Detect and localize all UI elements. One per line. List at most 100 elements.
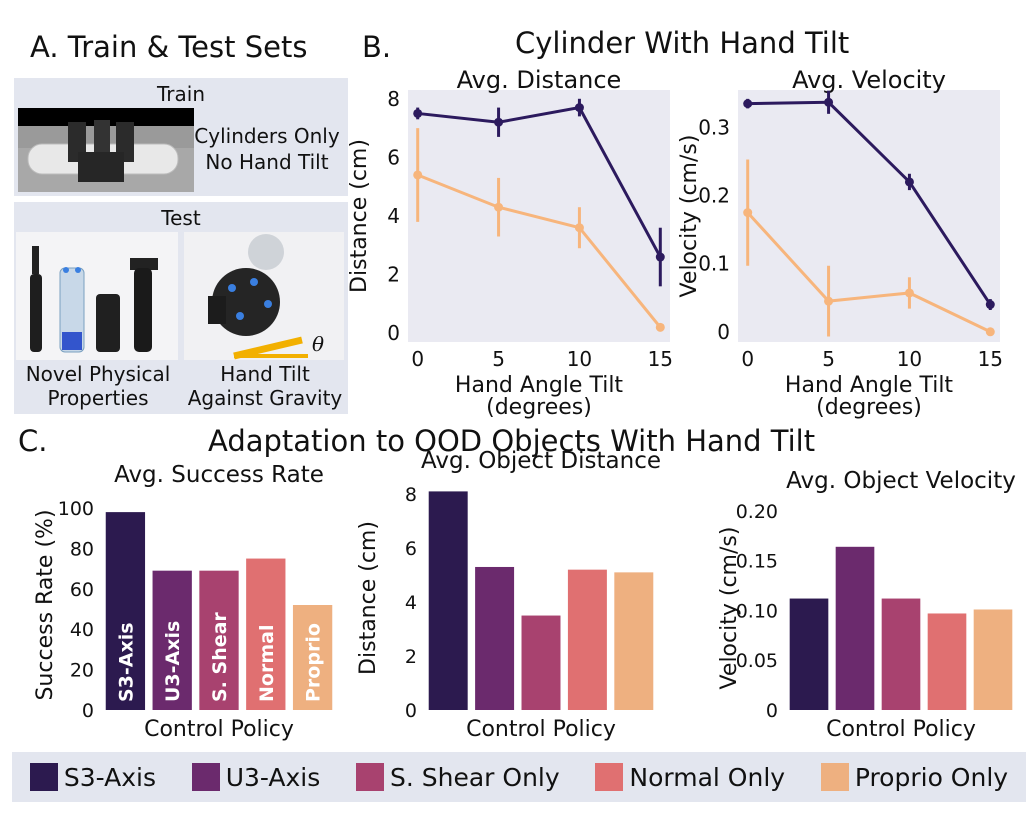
velocity-chart-series-light-point (904, 288, 914, 298)
distance-chart-series-dark-point (413, 108, 423, 118)
object-velocity-chart-ytick-label: 0.20 (736, 501, 778, 523)
distance-chart-series-dark-point (574, 103, 584, 113)
object-distance-chart-bar-3 (567, 569, 607, 710)
success-chart-ytick-label: 100 (58, 498, 94, 520)
distance-chart-series-dark-point (494, 117, 504, 127)
distance-chart-series-light-point (494, 202, 504, 212)
legend-swatch-s3-axis (29, 763, 58, 791)
velocity-chart-xtick-label: 5 (822, 347, 835, 371)
test-label: Test (161, 206, 201, 230)
success-chart-bar-label-1: U3-Axis (162, 621, 184, 702)
train-image (18, 108, 194, 192)
train-desc-line2: No Hand Tilt (205, 150, 329, 174)
success-chart-ytick-label: 0 (82, 700, 94, 722)
object-distance-chart-xlabel: Control Policy (466, 717, 616, 742)
distance-chart-ylabel: Distance (cm) (347, 139, 372, 293)
distance-chart-series-dark-line (417, 105, 662, 258)
legend-label-u3-axis: U3-Axis (225, 762, 321, 792)
object-velocity-chart-bar-3 (927, 613, 967, 710)
success-chart-bar-label-3: Normal (256, 625, 278, 702)
legend: S3-Axis U3-Axis S. Shear Only Normal Onl… (12, 752, 1026, 802)
object-velocity-chart-title: Avg. Object Velocity (786, 468, 1016, 494)
success-chart-ytick-label: 60 (70, 579, 94, 601)
distance-chart-xtick-label: 15 (648, 347, 673, 371)
train-panel: Train Cylinders Only No Hand Tilt (14, 78, 348, 196)
object-velocity-chart-bar-4 (973, 609, 1013, 710)
legend-label-shear-only: S. Shear Only (390, 762, 560, 792)
novel-caption-line2: Properties (47, 386, 149, 410)
object-distance-chart-ytick-label: 2 (405, 646, 417, 668)
distance-chart-series-light-point (655, 322, 665, 332)
success-chart-bar-1 (152, 570, 192, 710)
success-chart-ytick-label: 20 (70, 660, 94, 682)
velocity-chart-ytick-label: 0 (717, 320, 730, 344)
legend-swatch-normal-only (595, 763, 624, 791)
success-chart-bar-0 (105, 512, 146, 710)
panel-b-title: Cylinder With Hand Tilt (515, 26, 850, 60)
success-chart-bar-3 (246, 558, 286, 710)
success-chart-ylabel: Success Rate (%) (33, 509, 58, 700)
success-chart-ytick-label: 80 (70, 538, 94, 560)
velocity-chart-plot-area (738, 90, 1000, 342)
object-velocity-chart-bar-2 (881, 598, 921, 710)
object-velocity-chart-ylabel: Velocity (cm/s) (717, 527, 742, 690)
distance-chart-series-light-point (413, 170, 423, 180)
novel-objects-image (16, 232, 178, 360)
novel-caption-line1: Novel Physical (25, 362, 171, 386)
object-distance-chart-ytick-label: 4 (405, 592, 417, 614)
velocity-chart-ytick-label: 0.3 (698, 115, 730, 139)
velocity-chart-xtick-label: 0 (741, 347, 754, 371)
velocity-chart-xlabel-line1: Hand Angle Tilt (785, 373, 954, 398)
velocity-chart-series-dark-point (743, 99, 753, 109)
object-velocity-chart-bar-1 (835, 546, 875, 710)
velocity-chart-xtick-label: 10 (897, 347, 922, 371)
distance-chart-ytick-label: 0 (387, 321, 400, 345)
distance-chart-xlabel-line1: Hand Angle Tilt (455, 373, 624, 398)
success-chart-bar-2 (199, 570, 239, 710)
object-distance-chart-bar-0 (428, 491, 468, 710)
velocity-chart-ytick-label: 0.2 (698, 184, 730, 208)
distance-chart-xtick-label: 5 (492, 347, 505, 371)
success-chart-bar-label-0: S3-Axis (115, 622, 137, 702)
object-velocity-chart-ytick-label: 0.05 (736, 650, 778, 672)
object-velocity-chart-ytick-label: 0.10 (736, 600, 778, 622)
train-label: Train (157, 82, 205, 106)
legend-swatch-u3-axis (191, 763, 220, 791)
object-distance-chart-ytick-label: 8 (405, 484, 417, 506)
success-chart-bar-4 (292, 605, 333, 710)
hand-tilt-image: θ (184, 232, 344, 360)
object-distance-chart-title: Avg. Object Distance (421, 448, 661, 474)
velocity-chart-series-light-point (985, 327, 995, 337)
object-distance-chart-bar-1 (475, 566, 515, 710)
success-chart-xlabel: Control Policy (144, 717, 294, 742)
velocity-chart-series-light-point (824, 296, 834, 306)
distance-chart-series-dark-point (655, 252, 665, 262)
object-velocity-chart-bar-0 (789, 598, 829, 710)
success-chart-bar-label-4: Proprio (303, 623, 325, 702)
train-desc-line1: Cylinders Only (194, 124, 340, 148)
legend-item-proprio-only: Proprio Only (820, 762, 1009, 792)
legend-item-u3-axis: U3-Axis (191, 762, 321, 792)
theta-symbol: θ (312, 332, 325, 356)
panel-b-label: B. (362, 30, 392, 64)
success-chart-bar-label-2: S. Shear (209, 612, 231, 702)
velocity-chart-series-dark-point (824, 97, 834, 107)
tilt-caption-line2: Against Gravity (187, 386, 343, 410)
legend-label-proprio-only: Proprio Only (854, 762, 1009, 792)
success-chart-ytick-label: 40 (70, 619, 94, 641)
legend-label-s3-axis: S3-Axis (63, 762, 156, 792)
panel-a-title: A. Train & Test Sets (30, 30, 308, 64)
distance-chart-xtick-label: 0 (411, 347, 424, 371)
legend-label-normal-only: Normal Only (629, 762, 786, 792)
distance-chart-ytick-label: 4 (387, 204, 400, 228)
legend-swatch-shear-only (356, 763, 384, 791)
test-panel: Test θ Novel Physical Properties Hand Ti… (14, 202, 348, 414)
velocity-chart-xlabel-line2: (degrees) (816, 395, 922, 420)
velocity-chart-series-dark-point (904, 177, 914, 187)
legend-item-shear-only: S. Shear Only (356, 763, 560, 792)
panel-c-title: Adaptation to OOD Objects With Hand Tilt (208, 424, 816, 458)
velocity-chart-ylabel: Velocity (cm/s) (677, 135, 702, 298)
distance-chart-ytick-label: 6 (387, 145, 400, 169)
velocity-chart-title: Avg. Velocity (792, 66, 946, 94)
